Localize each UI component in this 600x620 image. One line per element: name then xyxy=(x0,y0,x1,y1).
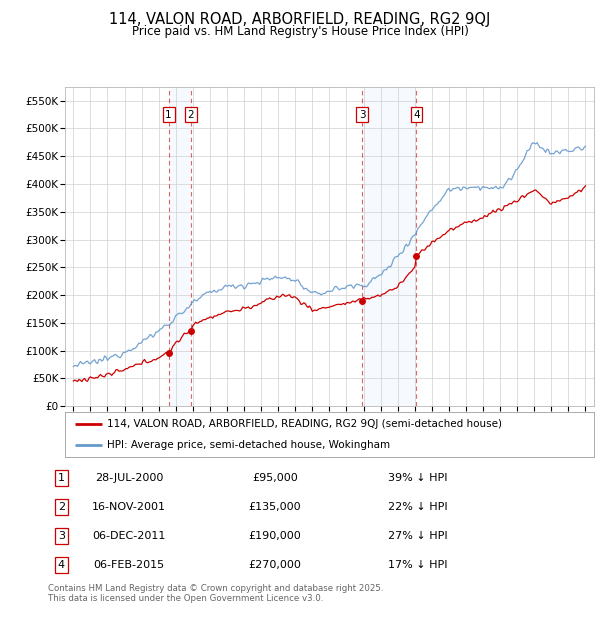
Text: 1: 1 xyxy=(165,110,172,120)
Text: 1: 1 xyxy=(58,472,65,483)
Text: 3: 3 xyxy=(58,531,65,541)
Text: £135,000: £135,000 xyxy=(248,502,301,512)
Text: 06-FEB-2015: 06-FEB-2015 xyxy=(94,560,164,570)
Text: 114, VALON ROAD, ARBORFIELD, READING, RG2 9QJ: 114, VALON ROAD, ARBORFIELD, READING, RG… xyxy=(109,12,491,27)
Text: 39% ↓ HPI: 39% ↓ HPI xyxy=(388,472,448,483)
Text: Contains HM Land Registry data © Crown copyright and database right 2025.
This d: Contains HM Land Registry data © Crown c… xyxy=(48,584,383,603)
Bar xyxy=(362,87,416,406)
Text: 16-NOV-2001: 16-NOV-2001 xyxy=(92,502,166,512)
Text: £190,000: £190,000 xyxy=(248,531,301,541)
Text: 2: 2 xyxy=(58,502,65,512)
Text: HPI: Average price, semi-detached house, Wokingham: HPI: Average price, semi-detached house,… xyxy=(107,440,390,450)
Text: 27% ↓ HPI: 27% ↓ HPI xyxy=(388,531,448,541)
Text: 06-DEC-2011: 06-DEC-2011 xyxy=(92,531,166,541)
Text: 114, VALON ROAD, ARBORFIELD, READING, RG2 9QJ (semi-detached house): 114, VALON ROAD, ARBORFIELD, READING, RG… xyxy=(107,419,502,430)
Text: 28-JUL-2000: 28-JUL-2000 xyxy=(95,472,163,483)
Text: 2: 2 xyxy=(187,110,194,120)
Text: 4: 4 xyxy=(413,110,420,120)
Text: 4: 4 xyxy=(58,560,65,570)
Bar xyxy=(169,87,191,406)
Text: 3: 3 xyxy=(359,110,365,120)
Text: £270,000: £270,000 xyxy=(248,560,301,570)
Text: 22% ↓ HPI: 22% ↓ HPI xyxy=(388,502,448,512)
Text: £95,000: £95,000 xyxy=(252,472,298,483)
Text: 17% ↓ HPI: 17% ↓ HPI xyxy=(388,560,448,570)
Text: Price paid vs. HM Land Registry's House Price Index (HPI): Price paid vs. HM Land Registry's House … xyxy=(131,25,469,38)
